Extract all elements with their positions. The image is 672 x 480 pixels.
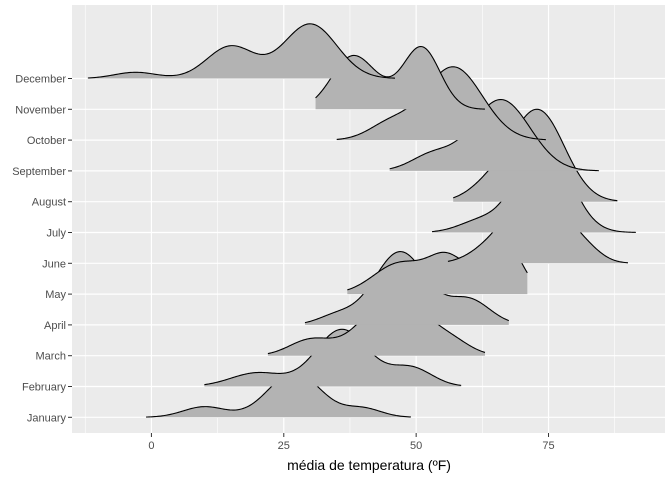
x-tick-label: 50 xyxy=(410,440,422,452)
ridge-fill-december xyxy=(87,23,395,79)
y-tick-label-july: July xyxy=(46,228,66,240)
x-axis: 0 25 50 75 xyxy=(148,433,555,452)
y-tick-label-june: June xyxy=(42,258,66,270)
density-ridges xyxy=(87,23,636,418)
ridge-fill-may xyxy=(347,234,528,295)
ridge-outline-october xyxy=(336,66,546,141)
ridge-outline-april xyxy=(304,251,510,324)
y-tick-label-december: December xyxy=(15,74,66,86)
y-tick-label-april: April xyxy=(44,320,66,332)
ridge-outline-february xyxy=(204,328,462,386)
ridge-outline-august xyxy=(453,108,618,202)
y-tick-label-october: October xyxy=(27,135,66,147)
x-axis-title: média de temperatura (ºF) xyxy=(287,457,451,473)
y-tick-label-may: May xyxy=(45,289,66,301)
ridge-fill-january xyxy=(146,372,411,418)
y-tick-label-february: February xyxy=(22,382,67,394)
ridge-fill-november xyxy=(315,46,485,110)
y-tick-label-november: November xyxy=(15,104,66,116)
ridge-outline-september xyxy=(389,98,599,172)
x-tick-label: 25 xyxy=(278,440,290,452)
x-tick-label: 75 xyxy=(542,440,554,452)
y-tick-label-september: September xyxy=(12,166,66,178)
y-tick-label-march: March xyxy=(35,351,66,363)
y-tick-label-january: January xyxy=(27,412,67,424)
y-tick-label-august: August xyxy=(32,197,66,209)
y-axis: January February March April May June July Augu… xyxy=(12,74,72,424)
ridge-fill-february xyxy=(204,329,462,387)
x-tick-label: 0 xyxy=(148,440,154,452)
ridge-outline-december xyxy=(87,23,395,79)
